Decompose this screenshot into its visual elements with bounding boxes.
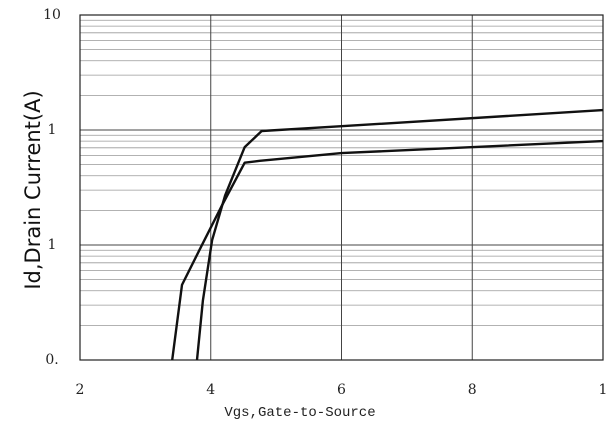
x-tick-label: 2 [76,382,85,398]
y-tick-label: 10 [43,7,61,23]
x-tick-label: 6 [337,382,346,398]
x-tick-label: 8 [468,382,477,398]
x-axis-label: Vgs,Gate-to-Source [224,405,375,421]
y-tick-label: 1 [48,237,57,253]
y-tick-label: 1 [48,122,57,138]
y-axis-label: Id,Drain Current(A) [21,90,45,289]
x-tick-label: 4 [206,382,215,398]
plot-frame [79,14,604,361]
curve [171,139,604,361]
x-tick-label: 1 [599,382,608,398]
curve [195,108,604,361]
y-tick-label: 0. [45,352,58,368]
